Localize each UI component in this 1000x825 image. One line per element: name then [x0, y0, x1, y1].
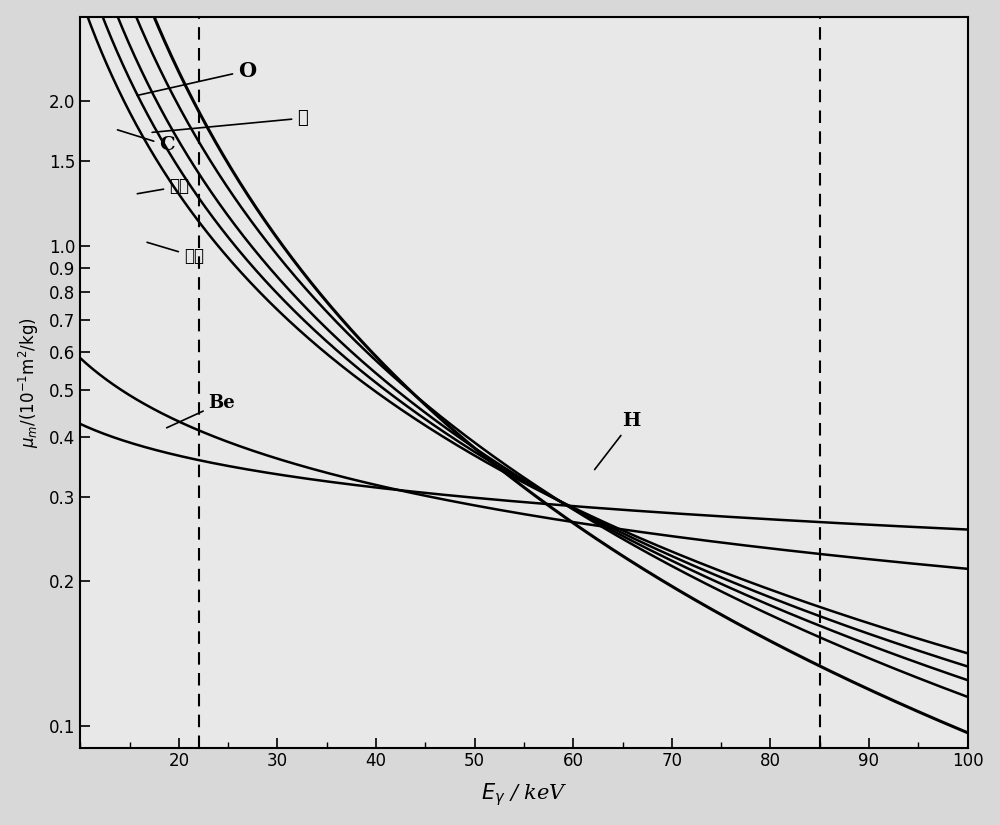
- Text: H: H: [595, 412, 641, 469]
- Text: 甲烷: 甲烷: [147, 243, 204, 265]
- X-axis label: $E_{\gamma}$ / keV: $E_{\gamma}$ / keV: [481, 781, 567, 808]
- Text: C: C: [117, 130, 175, 154]
- Text: 水: 水: [152, 109, 308, 132]
- Text: Be: Be: [167, 394, 235, 428]
- Y-axis label: $\mu_m$/(10$^{-1}$m$^2$/kg): $\mu_m$/(10$^{-1}$m$^2$/kg): [17, 317, 41, 447]
- Text: O: O: [137, 60, 256, 96]
- Text: 原油: 原油: [137, 178, 189, 195]
